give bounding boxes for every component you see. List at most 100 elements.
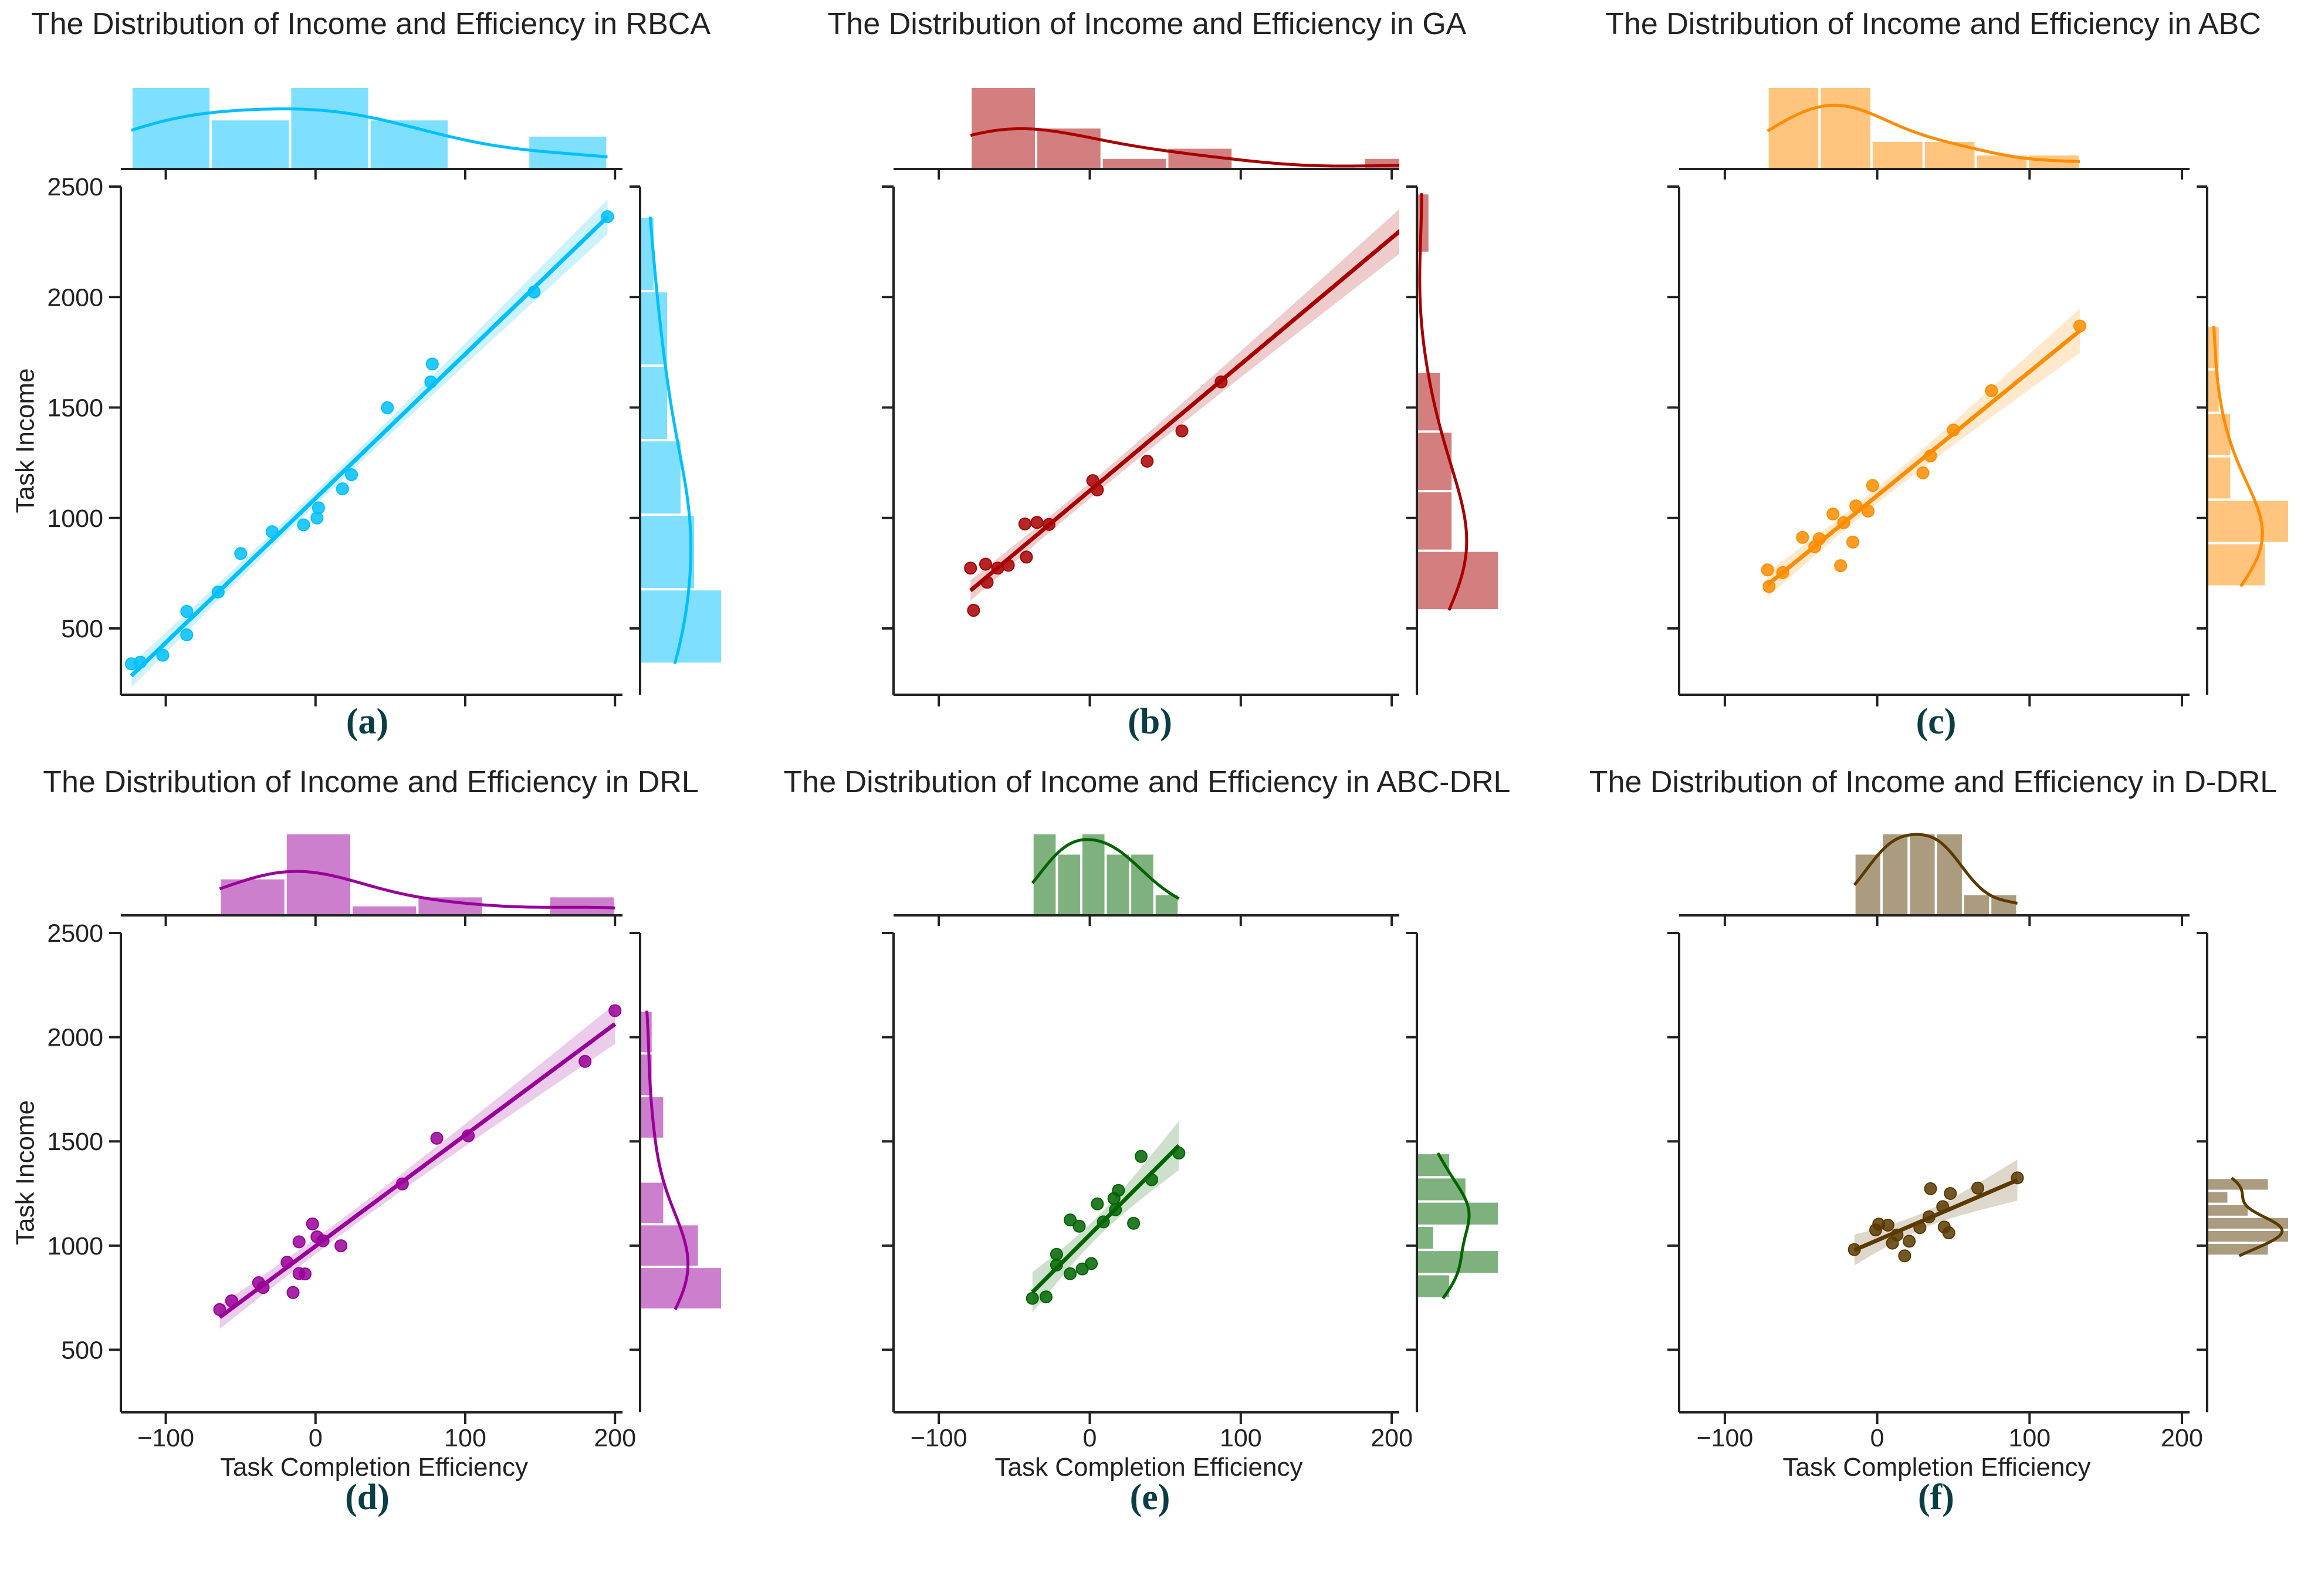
data-point	[180, 605, 194, 618]
data-point	[1091, 483, 1104, 496]
x-tick-label: 200	[2161, 1424, 2203, 1452]
data-point	[134, 655, 147, 669]
x-tick-label: 0	[309, 1424, 323, 1452]
data-point	[1175, 424, 1189, 438]
y-tick-label: 2000	[47, 283, 103, 312]
panel-label: (f)	[1918, 1477, 1954, 1517]
y-tick-label: 1000	[47, 1232, 103, 1260]
chart-title: The Distribution of Income and Efficienc…	[1589, 765, 2277, 799]
data-point	[1001, 559, 1015, 572]
histogram-bar-y	[640, 441, 681, 514]
histogram-bar-y	[640, 516, 694, 589]
right-marginal-histogram	[1417, 1152, 1498, 1300]
histogram-bar-y	[1417, 432, 1452, 491]
data-point	[2011, 1171, 2024, 1185]
data-point	[1072, 1219, 1086, 1233]
joint-plot-c: The Distribution of Income and Efficienc…	[1605, 7, 2288, 742]
data-point	[1834, 559, 1848, 573]
data-point	[608, 1004, 622, 1017]
histogram-bar-x	[1882, 834, 1908, 915]
data-point	[1837, 516, 1850, 529]
data-point	[1172, 1147, 1186, 1160]
x-tick-label: 100	[444, 1424, 486, 1452]
data-point	[297, 518, 310, 532]
x-tick-label: 200	[594, 1424, 636, 1452]
data-point	[2073, 319, 2087, 333]
data-point	[316, 1234, 330, 1247]
regression-line	[218, 1022, 617, 1319]
data-point	[1091, 1197, 1104, 1210]
x-tick-label: −100	[911, 1424, 967, 1452]
regression-line	[130, 215, 609, 678]
histogram-bar-y	[2207, 1244, 2268, 1255]
y-tick-label: 1500	[47, 1128, 103, 1156]
data-point	[964, 562, 977, 575]
y-axis-label: Task Income	[11, 1100, 40, 1245]
data-point	[1826, 508, 1840, 521]
top-marginal-histogram	[219, 834, 615, 915]
histogram-bar-y	[1417, 1202, 1498, 1225]
histogram-bar-x	[1155, 895, 1178, 915]
kde-curve-y	[2231, 1176, 2284, 1257]
data-point	[1020, 550, 1033, 564]
data-point	[1947, 423, 1960, 437]
data-point	[967, 604, 980, 617]
joint-plot-b: The Distribution of Income and Efficienc…	[828, 7, 1498, 742]
histogram-bar-y	[1417, 492, 1452, 550]
joint-plot-a: The Distribution of Income and Efficienc…	[11, 7, 721, 742]
data-point	[211, 585, 225, 598]
histogram-bar-y	[2207, 1218, 2288, 1229]
data-point	[1846, 535, 1860, 549]
data-point	[527, 285, 541, 299]
data-point	[578, 1054, 592, 1068]
data-point	[601, 210, 614, 224]
data-point	[1043, 518, 1056, 531]
data-point	[1890, 1228, 1904, 1242]
data-point	[1030, 516, 1044, 529]
histogram-bar-y	[2207, 501, 2288, 542]
data-point	[1026, 1291, 1039, 1305]
data-point	[1849, 499, 1863, 513]
data-point	[1903, 1235, 1916, 1248]
data-point	[1762, 580, 1776, 593]
y-tick-label: 2500	[47, 173, 103, 201]
data-point	[1971, 1181, 1985, 1195]
x-tick-label: −100	[1696, 1424, 1753, 1452]
right-marginal-histogram	[640, 216, 721, 664]
main-plot-area	[1848, 1159, 2024, 1266]
histogram-bar-x	[1937, 834, 1962, 915]
data-point	[306, 1217, 319, 1230]
kde-curve-y	[645, 1010, 690, 1310]
panel-label: (a)	[346, 702, 388, 742]
data-point	[1097, 1215, 1110, 1229]
data-point	[180, 628, 194, 641]
y-tick-label: 500	[61, 1336, 103, 1364]
data-point	[234, 547, 248, 560]
panel-label: (d)	[345, 1477, 390, 1517]
panel-label: (c)	[1916, 702, 1957, 742]
data-point	[1881, 1219, 1894, 1232]
panel-label: (b)	[1128, 702, 1172, 742]
kde-curve-x	[131, 107, 608, 158]
histogram-bar-y	[640, 1268, 721, 1308]
kde-curve-y	[648, 216, 693, 664]
histogram-bar-y	[1417, 1226, 1433, 1249]
chart-title: The Distribution of Income and Efficienc…	[828, 7, 1467, 41]
y-tick-label: 2500	[47, 919, 103, 948]
histogram-bar-x	[1873, 142, 1923, 169]
data-point	[1039, 1290, 1053, 1304]
histogram-bar-x	[1082, 834, 1105, 915]
kde-curve-x	[1031, 838, 1180, 900]
histogram-bar-x	[353, 906, 417, 915]
data-point	[1942, 1226, 1955, 1240]
histogram-bar-y	[2207, 1205, 2248, 1216]
data-point	[336, 482, 349, 496]
top-marginal-histogram	[1031, 834, 1180, 915]
data-point	[1866, 479, 1879, 492]
histogram-bar-x	[1821, 88, 1871, 169]
data-point	[1848, 1243, 1861, 1256]
histogram-bar-y	[1417, 552, 1498, 610]
kde-curve-y	[1418, 193, 1469, 611]
histogram-bar-x	[212, 120, 289, 169]
